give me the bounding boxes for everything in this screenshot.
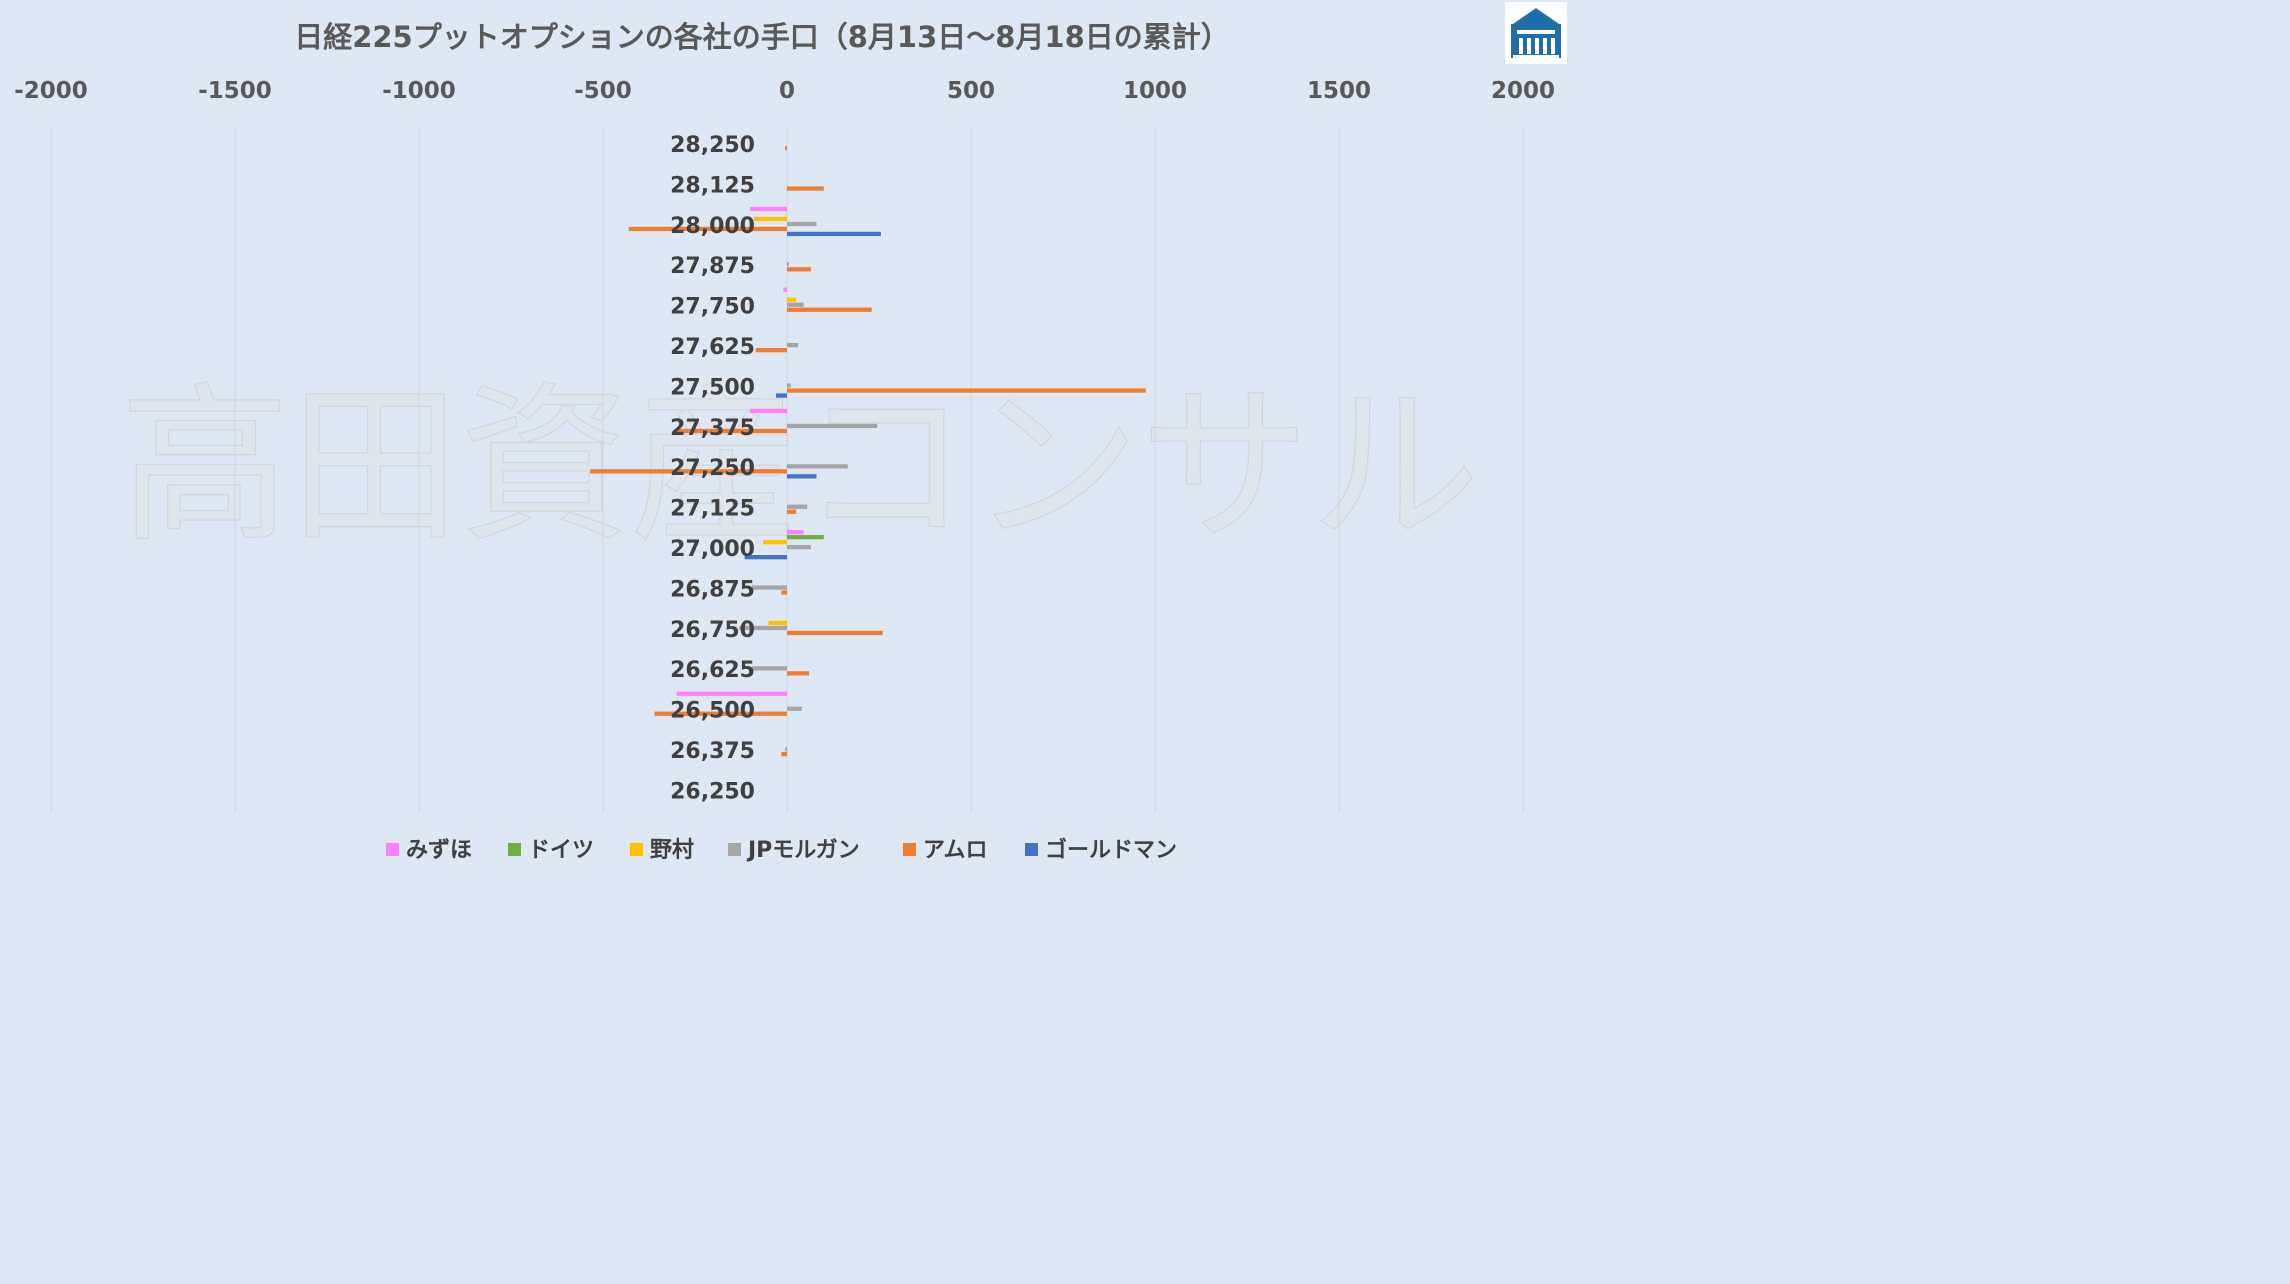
bar-野村-28,000 xyxy=(753,216,787,222)
bar-アムロ-26,625 xyxy=(787,671,810,676)
category-label: 27,250 xyxy=(670,456,755,481)
x-tick-label: -500 xyxy=(574,78,632,104)
bar-JPモルガン-26,625 xyxy=(752,666,787,671)
bar-アムロ-28,125 xyxy=(787,186,824,191)
category-label: 27,000 xyxy=(670,537,755,562)
bar-アムロ-27,750 xyxy=(787,307,872,312)
logo-icon xyxy=(1505,2,1567,64)
chart: 高田資産コンサル 28,25028,12528,00027,87527,7502… xyxy=(14,2,1567,863)
bar-ゴールドマン-28,000 xyxy=(787,231,881,237)
category-label: 26,500 xyxy=(670,699,755,724)
bar-JPモルガン-27,125 xyxy=(787,504,808,509)
bar-ゴールドマン-27,250 xyxy=(787,474,817,479)
x-tick-label: 1500 xyxy=(1307,78,1371,104)
bar-アムロ-28,000 xyxy=(628,226,787,232)
legend-item: みずほ xyxy=(386,838,472,863)
category-label: 27,875 xyxy=(670,254,755,279)
bar-JPモルガン-27,625 xyxy=(787,343,799,348)
bar-みずほ-26,500 xyxy=(676,691,787,696)
bar-JPモルガン-26,375 xyxy=(785,747,787,752)
x-tick-label: 500 xyxy=(947,78,995,104)
category-label: 28,250 xyxy=(670,133,755,158)
category-label: 28,125 xyxy=(670,173,755,198)
bar-アムロ-27,250 xyxy=(590,469,787,474)
bar-アムロ-27,125 xyxy=(787,509,797,514)
legend: みずほ ドイツ 野村 JPモルガン アムロ ゴールドマン xyxy=(386,837,1177,863)
legend-swatch xyxy=(1025,843,1038,856)
legend-swatch xyxy=(728,843,741,856)
legend-item: JPモルガン xyxy=(728,838,860,863)
bar-ゴールドマン-27,000 xyxy=(744,555,787,560)
category-label: 26,750 xyxy=(670,618,755,643)
bar-アムロ-28,250 xyxy=(785,146,787,151)
bar-アムロ-26,875 xyxy=(781,590,787,595)
category-label: 27,625 xyxy=(670,335,755,360)
bar-JPモルガン-27,500 xyxy=(787,383,791,388)
legend-label: アムロ xyxy=(923,838,987,863)
bar-みずほ-28,000 xyxy=(750,206,787,212)
x-tick-label: -2000 xyxy=(14,78,88,104)
bar-アムロ-26,750 xyxy=(787,630,883,636)
legend-swatch xyxy=(630,843,643,856)
legend-item: 野村 xyxy=(630,838,694,863)
x-tick-label: 2000 xyxy=(1491,78,1555,104)
bar-野村-27,000 xyxy=(763,540,787,545)
bars xyxy=(590,146,1146,757)
x-tick-label: -1000 xyxy=(382,78,456,104)
x-axis-tick-labels: -2000 -1500 -1000 -500 0 500 1000 1500 2000 xyxy=(14,78,1555,104)
bar-JPモルガン-27,750 xyxy=(787,302,804,307)
bar-アムロ-27,500 xyxy=(787,388,1146,393)
bar-みずほ-27,375 xyxy=(750,408,787,414)
bar-JPモルガン-27,250 xyxy=(787,464,848,469)
bar-野村-27,750 xyxy=(787,297,797,302)
bar-JPモルガン-28,000 xyxy=(787,221,817,227)
category-labels: 28,250 28,125 28,000 27,875 27,750 27,625 27,5… xyxy=(670,133,755,804)
category-label: 27,375 xyxy=(670,416,755,441)
category-label: 28,000 xyxy=(670,214,755,239)
legend-label: みずほ xyxy=(406,838,472,863)
legend-swatch xyxy=(386,843,399,856)
x-tick-label: 0 xyxy=(779,78,795,104)
bar-JPモルガン-27,875 xyxy=(787,262,789,267)
bar-アムロ-27,375 xyxy=(674,428,787,434)
bar-JPモルガン-27,375 xyxy=(787,423,878,429)
bar-アムロ-27,875 xyxy=(787,267,811,272)
category-label: 27,500 xyxy=(670,375,755,400)
legend-item: ゴールドマン xyxy=(1025,837,1177,863)
bar-JPモルガン-26,750 xyxy=(739,625,787,631)
x-tick-label: 1000 xyxy=(1123,78,1187,104)
category-label: 26,375 xyxy=(670,739,755,764)
bar-JPモルガン-27,000 xyxy=(787,545,811,550)
legend-item: アムロ xyxy=(903,838,987,863)
legend-swatch xyxy=(903,843,916,856)
legend-item: ドイツ xyxy=(508,838,594,863)
chart-title: 日経225プットオプションの各社の手口（8月13日～8月18日の累計） xyxy=(294,20,1230,54)
legend-label: 野村 xyxy=(650,838,694,863)
category-label: 26,250 xyxy=(670,779,755,804)
bar-アムロ-26,375 xyxy=(781,752,787,757)
bar-ゴールドマン-27,500 xyxy=(775,393,787,398)
bar-アムロ-27,625 xyxy=(755,348,787,353)
category-label: 27,750 xyxy=(670,295,755,320)
legend-label: JPモルガン xyxy=(746,838,860,863)
legend-label: ドイツ xyxy=(528,838,594,863)
bar-ドイツ-27,000 xyxy=(787,535,824,540)
bar-みずほ-27,000 xyxy=(787,530,804,535)
bar-JPモルガン-26,875 xyxy=(752,585,787,590)
bar-アムロ-26,500 xyxy=(654,711,787,716)
legend-label: ゴールドマン xyxy=(1045,837,1177,863)
bar-野村-26,750 xyxy=(768,620,787,626)
bar-みずほ-27,750 xyxy=(783,287,787,292)
category-label: 27,125 xyxy=(670,497,755,522)
category-label: 26,625 xyxy=(670,658,755,683)
legend-swatch xyxy=(508,843,521,856)
x-tick-label: -1500 xyxy=(198,78,272,104)
gridlines xyxy=(50,126,1524,812)
bar-JPモルガン-26,500 xyxy=(787,706,802,711)
category-label: 26,875 xyxy=(670,577,755,602)
